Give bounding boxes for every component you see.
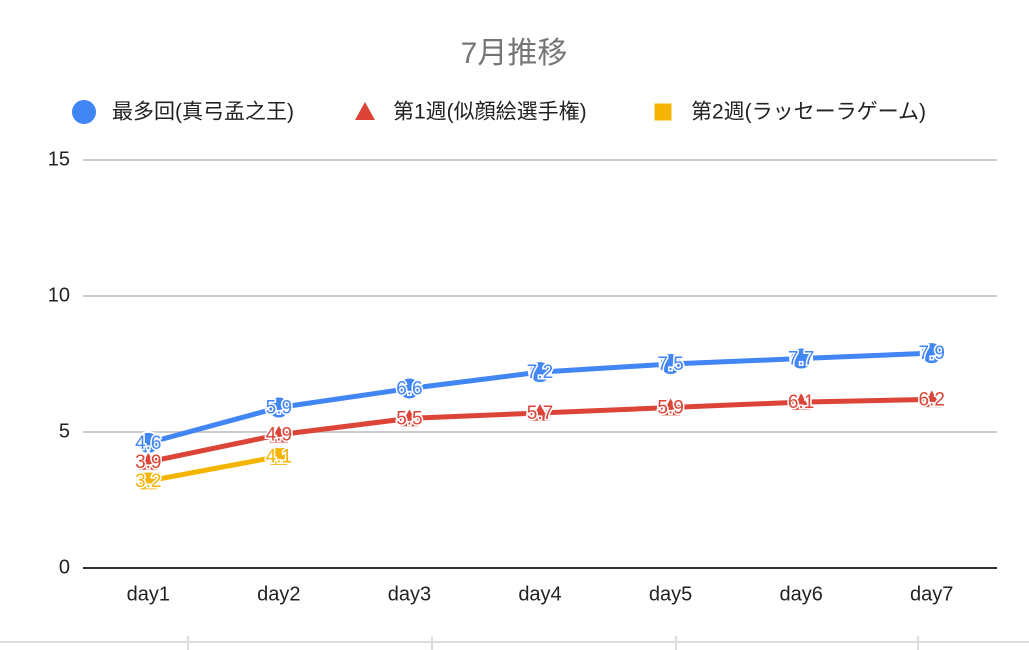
series-line xyxy=(145,453,282,484)
data-label: 4.1 xyxy=(266,446,292,467)
data-label: 5.7 xyxy=(527,403,553,424)
legend-marker xyxy=(654,103,672,121)
data-label: 7.7 xyxy=(788,349,814,370)
data-point xyxy=(788,389,814,412)
data-point xyxy=(789,346,814,371)
data-point xyxy=(658,352,683,376)
chart-title: 7月推移 xyxy=(461,37,568,70)
data-label: 6.1 xyxy=(788,392,814,413)
data-label: 6.2 xyxy=(919,389,945,410)
data-point xyxy=(657,394,684,418)
data-point xyxy=(266,395,291,420)
legend-marker xyxy=(72,100,96,124)
x-tick-label: day6 xyxy=(779,583,822,605)
data-point xyxy=(396,405,423,429)
x-tick-label: day5 xyxy=(649,583,692,605)
x-tick-label: day7 xyxy=(910,583,953,605)
y-tick-label: 10 xyxy=(48,284,70,306)
y-tick-label: 0 xyxy=(59,556,70,578)
data-label: 4.9 xyxy=(266,425,292,446)
legend-marker xyxy=(355,102,375,120)
y-tick-label: 15 xyxy=(48,148,70,170)
data-label: 5.9 xyxy=(657,398,683,419)
y-tick-label: 5 xyxy=(59,420,70,442)
data-label: 6.6 xyxy=(396,378,422,399)
data-point xyxy=(919,341,944,366)
x-tick-label: day1 xyxy=(127,583,170,605)
legend-label: 最多回(真弓孟之王) xyxy=(112,101,294,124)
data-label: 7.5 xyxy=(657,354,683,375)
data-point xyxy=(527,399,553,423)
x-tick-label: day3 xyxy=(388,583,431,605)
data-point xyxy=(397,376,422,401)
data-point xyxy=(528,360,552,385)
data-label: 3.2 xyxy=(135,471,161,492)
data-label: 7.9 xyxy=(919,343,945,364)
data-label: 5.5 xyxy=(396,408,422,429)
data-label: 3.9 xyxy=(135,452,161,473)
data-label: 7.2 xyxy=(527,362,553,383)
data-point xyxy=(137,470,159,492)
x-tick-label: day2 xyxy=(257,583,300,605)
legend-label: 第1週(似顔絵選手権) xyxy=(393,101,587,124)
data-label: 5.9 xyxy=(266,398,292,419)
legend-label: 第2週(ラッセーラゲーム) xyxy=(691,101,926,124)
data-point xyxy=(268,446,290,467)
data-point xyxy=(919,386,945,410)
data-point xyxy=(266,421,292,445)
x-tick-label: day4 xyxy=(518,583,561,605)
